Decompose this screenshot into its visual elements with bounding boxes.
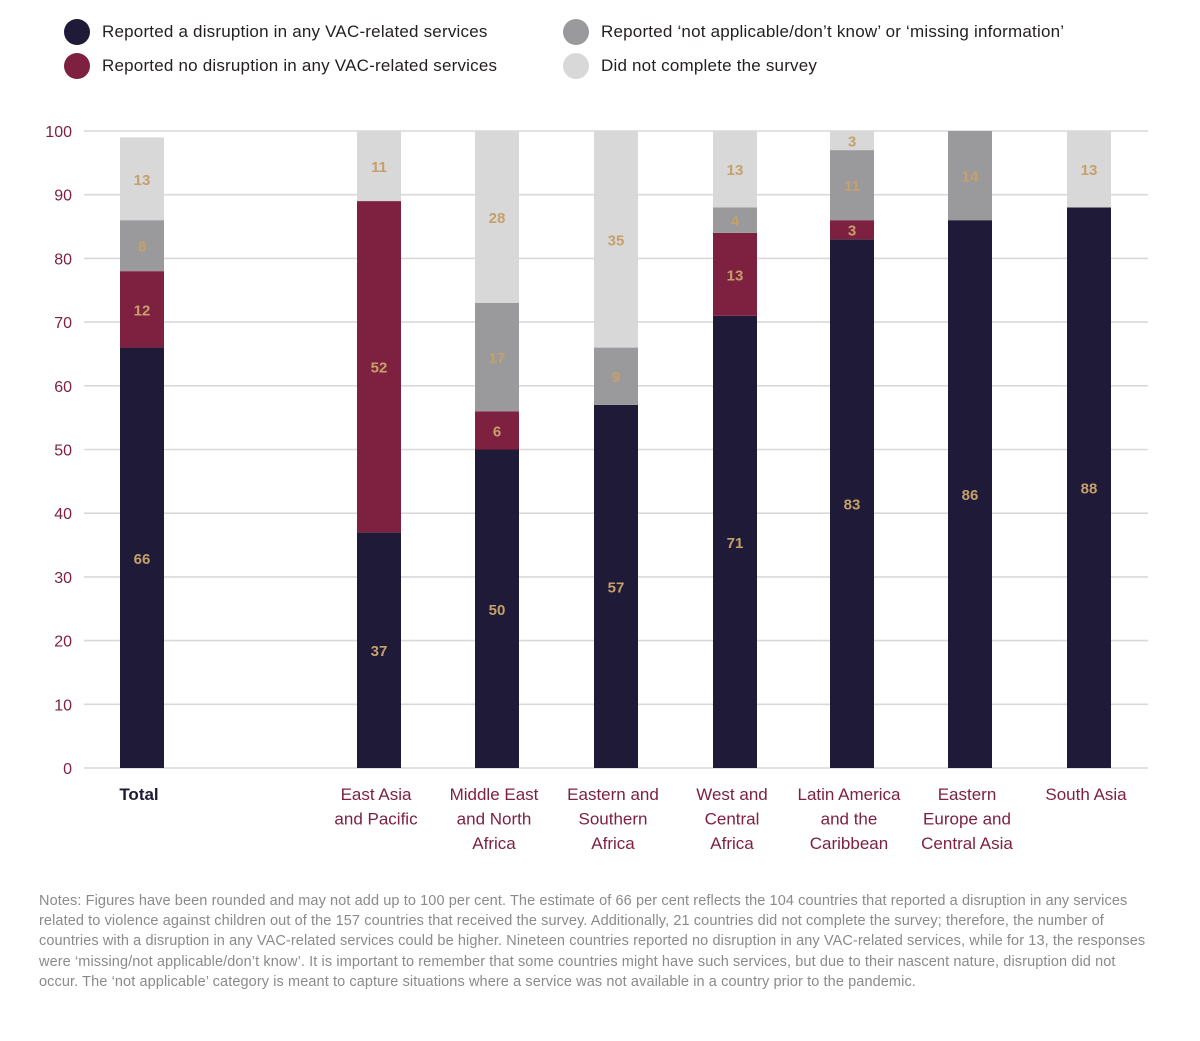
bar-segment xyxy=(830,150,874,221)
data-label: 14 xyxy=(962,169,979,186)
bar-segment xyxy=(713,315,757,768)
legend-label-not-applicable: Reported ‘not applicable/don’t know’ or … xyxy=(601,22,1065,41)
data-label: 35 xyxy=(608,232,625,249)
x-tick-label: West and Central Africa xyxy=(696,785,768,853)
data-label: 86 xyxy=(962,487,979,504)
legend-swatch-not-completed xyxy=(563,53,589,79)
bar-segment xyxy=(594,347,638,405)
data-label: 13 xyxy=(727,162,744,179)
y-tick-label: 10 xyxy=(54,697,72,714)
bar-segment xyxy=(120,137,164,221)
bar-segment xyxy=(475,302,519,412)
y-tick-label: 100 xyxy=(45,124,72,141)
data-label: 50 xyxy=(489,602,506,619)
y-tick-label: 50 xyxy=(54,443,72,460)
bar-segment xyxy=(830,220,874,240)
data-label: 4 xyxy=(731,213,740,230)
data-label: 13 xyxy=(727,267,744,284)
bar-segment xyxy=(357,201,401,533)
bar-segment xyxy=(1067,207,1111,768)
chart-notes: Notes: Figures have been rounded and may… xyxy=(39,893,1146,990)
data-label: 88 xyxy=(1081,481,1098,498)
data-label: 13 xyxy=(1081,162,1098,179)
bar-segment xyxy=(475,449,519,768)
bar-segment xyxy=(475,411,519,450)
legend-label-no-disruption: Reported no disruption in any VAC-relate… xyxy=(102,56,498,75)
bar-segment xyxy=(357,532,401,768)
legend-item-disruption: Reported a disruption in any VAC-related… xyxy=(64,19,488,45)
data-label: 37 xyxy=(371,643,388,660)
y-tick-label: 40 xyxy=(54,506,72,523)
y-tick-label: 90 xyxy=(54,188,72,205)
data-label: 57 xyxy=(608,579,625,596)
data-label: 66 xyxy=(134,551,151,568)
legend-item-not-completed: Did not complete the survey xyxy=(563,53,817,79)
data-label: 83 xyxy=(844,497,861,514)
legend-label-not-completed: Did not complete the survey xyxy=(601,56,818,75)
chart-legend: Reported a disruption in any VAC-related… xyxy=(0,0,1200,90)
data-label: 3 xyxy=(848,134,856,151)
data-label: 9 xyxy=(612,369,620,386)
data-label: 28 xyxy=(489,210,506,227)
bar-segment xyxy=(475,131,519,303)
bar-segment xyxy=(830,239,874,769)
data-label: 6 xyxy=(493,423,501,440)
y-tick-label: 30 xyxy=(54,570,72,587)
bar-segment xyxy=(1067,131,1111,208)
data-label: 11 xyxy=(371,159,387,176)
bar-segment xyxy=(948,220,992,768)
legend-label-disruption: Reported a disruption in any VAC-related… xyxy=(102,22,488,41)
data-label: 71 xyxy=(727,535,744,552)
x-tick-label: Eastern Europe and Central Asia xyxy=(921,785,1013,853)
data-label: 13 xyxy=(134,172,151,189)
legend-item-not-applicable: Reported ‘not applicable/don’t know’ or … xyxy=(563,19,1064,45)
y-tick-label: 70 xyxy=(54,315,72,332)
bar-segment xyxy=(713,131,757,208)
data-label: 3 xyxy=(848,223,856,240)
x-tick-label: Total xyxy=(119,785,158,804)
legend-swatch-disruption xyxy=(64,19,90,45)
legend-swatch-not-applicable xyxy=(563,19,589,45)
y-tick-label: 0 xyxy=(63,761,72,778)
bar-segment xyxy=(120,220,164,272)
data-label: 52 xyxy=(371,360,388,377)
data-label: 8 xyxy=(138,239,146,256)
bar-segment xyxy=(713,232,757,316)
bar-segment xyxy=(948,131,992,221)
y-tick-label: 20 xyxy=(54,634,72,651)
x-tick-label: Latin America and the Caribbean xyxy=(798,785,902,853)
bar-segment xyxy=(120,271,164,348)
bar-segment xyxy=(713,207,757,233)
bar-segment xyxy=(357,131,401,202)
legend-item-no-disruption: Reported no disruption in any VAC-relate… xyxy=(64,53,497,79)
x-tick-label: South Asia xyxy=(1045,785,1127,804)
data-label: 12 xyxy=(134,302,151,319)
stacked-bar-chart: 0 10 20 30 40 50 60 70 80 90 100 66 12 8 13 Total 37 52 11… xyxy=(45,124,1148,853)
bar-segment xyxy=(120,347,164,768)
bar-segment xyxy=(594,131,638,348)
data-label: 17 xyxy=(489,350,506,367)
x-tick-label: Middle East and North Africa xyxy=(450,785,539,853)
bar-segment xyxy=(830,131,874,151)
legend-swatch-no-disruption xyxy=(64,53,90,79)
data-label: 11 xyxy=(844,178,860,195)
y-tick-label: 80 xyxy=(54,251,72,268)
x-tick-label: East Asia and Pacific xyxy=(334,785,418,829)
y-tick-label: 60 xyxy=(54,379,72,396)
bar-segment xyxy=(594,404,638,768)
x-tick-label: Eastern and Southern Africa xyxy=(567,785,659,853)
